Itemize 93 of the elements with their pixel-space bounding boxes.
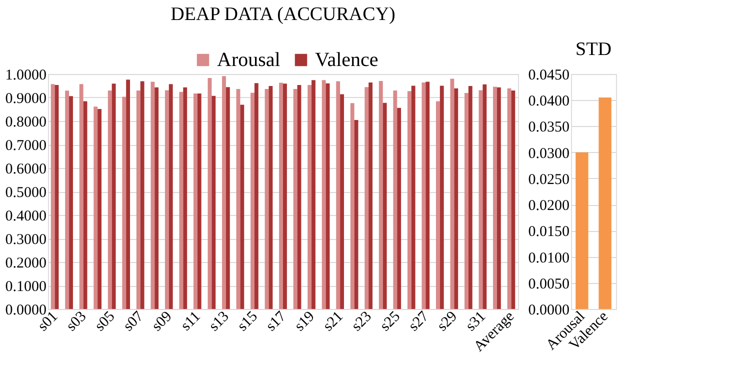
y-tick-label: 0.0200 bbox=[528, 198, 570, 214]
bar bbox=[65, 90, 70, 309]
x-tick-label: s19 bbox=[292, 308, 318, 335]
x-tick-label: s11 bbox=[178, 308, 204, 334]
bar bbox=[336, 81, 340, 309]
bar bbox=[250, 92, 254, 309]
y-tick-label: 0.0250 bbox=[528, 172, 570, 188]
bar bbox=[440, 86, 444, 309]
y-tick-label: 0.0300 bbox=[528, 146, 570, 162]
x-tick-label: s03 bbox=[64, 308, 90, 335]
y-tick-label: 0.0150 bbox=[528, 224, 570, 240]
bar bbox=[422, 82, 426, 309]
bar bbox=[368, 82, 373, 309]
bar bbox=[397, 108, 402, 309]
y-tick-label: 0.2000 bbox=[5, 256, 46, 272]
bar bbox=[254, 83, 258, 309]
bar bbox=[193, 94, 198, 309]
bar bbox=[312, 80, 316, 309]
y-tick-label: 0.7000 bbox=[5, 138, 46, 154]
bar bbox=[482, 84, 487, 309]
bar bbox=[164, 90, 169, 309]
x-tick-label: s29 bbox=[434, 308, 461, 335]
bar bbox=[112, 84, 116, 309]
bar bbox=[511, 90, 516, 309]
bar bbox=[122, 96, 126, 309]
bar bbox=[212, 96, 216, 309]
x-tick-label: s25 bbox=[377, 308, 404, 335]
bar bbox=[308, 85, 312, 309]
y-tick-label: 0.0450 bbox=[528, 68, 570, 84]
bar bbox=[179, 92, 184, 309]
bar bbox=[240, 104, 244, 309]
bar bbox=[69, 96, 73, 309]
legend-label: Valence bbox=[315, 49, 378, 71]
bar bbox=[98, 109, 102, 309]
bar bbox=[183, 87, 188, 309]
bar bbox=[268, 86, 273, 309]
bar bbox=[493, 86, 497, 309]
bar bbox=[464, 93, 468, 309]
y-tick-label: 0.3000 bbox=[5, 232, 46, 248]
bar bbox=[407, 91, 412, 309]
legend-label: Arousal bbox=[217, 49, 281, 71]
y-tick-label: 0.0050 bbox=[528, 276, 570, 292]
bar bbox=[496, 87, 501, 309]
bar bbox=[168, 84, 173, 309]
y-tick-label: 1.0000 bbox=[5, 68, 46, 84]
bar bbox=[454, 88, 458, 309]
bar bbox=[411, 86, 416, 309]
bar bbox=[222, 76, 226, 309]
chart-title: STD bbox=[576, 39, 612, 60]
y-tick-label: 0.4000 bbox=[5, 208, 46, 224]
bar bbox=[378, 81, 383, 309]
bar bbox=[226, 87, 230, 309]
bar bbox=[283, 84, 287, 309]
y-tick-label: 0.6000 bbox=[5, 162, 46, 178]
y-tick-label: 0.0350 bbox=[528, 120, 570, 136]
bar bbox=[350, 103, 354, 309]
bar bbox=[340, 94, 344, 309]
bar bbox=[450, 78, 454, 309]
x-tick-label: s05 bbox=[92, 308, 118, 335]
y-tick-label: 0.0400 bbox=[528, 94, 570, 110]
bar bbox=[382, 102, 387, 309]
bar bbox=[279, 82, 283, 309]
bar bbox=[50, 84, 55, 309]
bar bbox=[322, 80, 326, 309]
bar bbox=[197, 94, 202, 309]
bar bbox=[126, 80, 130, 309]
x-tick-label: s07 bbox=[120, 308, 148, 335]
bar bbox=[468, 86, 472, 309]
bar bbox=[154, 87, 159, 309]
y-tick-label: 0.9000 bbox=[5, 91, 46, 107]
x-tick-label: s21 bbox=[320, 308, 346, 335]
bar bbox=[136, 90, 140, 309]
bar bbox=[426, 82, 430, 309]
x-tick-label: s23 bbox=[348, 308, 375, 335]
bar bbox=[436, 101, 440, 309]
bar bbox=[108, 90, 112, 309]
x-tick-label: s17 bbox=[263, 308, 290, 335]
y-tick-label: 0.0100 bbox=[528, 250, 570, 266]
bar bbox=[393, 90, 398, 309]
bar bbox=[150, 82, 155, 309]
chart-title: DEAP DATA (ACCURACY) bbox=[170, 4, 396, 25]
x-tick-label: s15 bbox=[234, 308, 261, 335]
x-tick-label: s27 bbox=[406, 308, 432, 335]
x-tick-label: s13 bbox=[206, 308, 232, 335]
y-tick-label: 0.5000 bbox=[5, 185, 46, 201]
y-tick-label: 0.1000 bbox=[5, 279, 46, 295]
y-tick-label: 0.8000 bbox=[5, 114, 46, 130]
bar bbox=[79, 84, 84, 309]
bar bbox=[293, 89, 298, 309]
x-tick-label: s09 bbox=[149, 308, 176, 335]
bar bbox=[94, 106, 98, 309]
bar bbox=[364, 87, 369, 309]
bar bbox=[140, 81, 144, 309]
